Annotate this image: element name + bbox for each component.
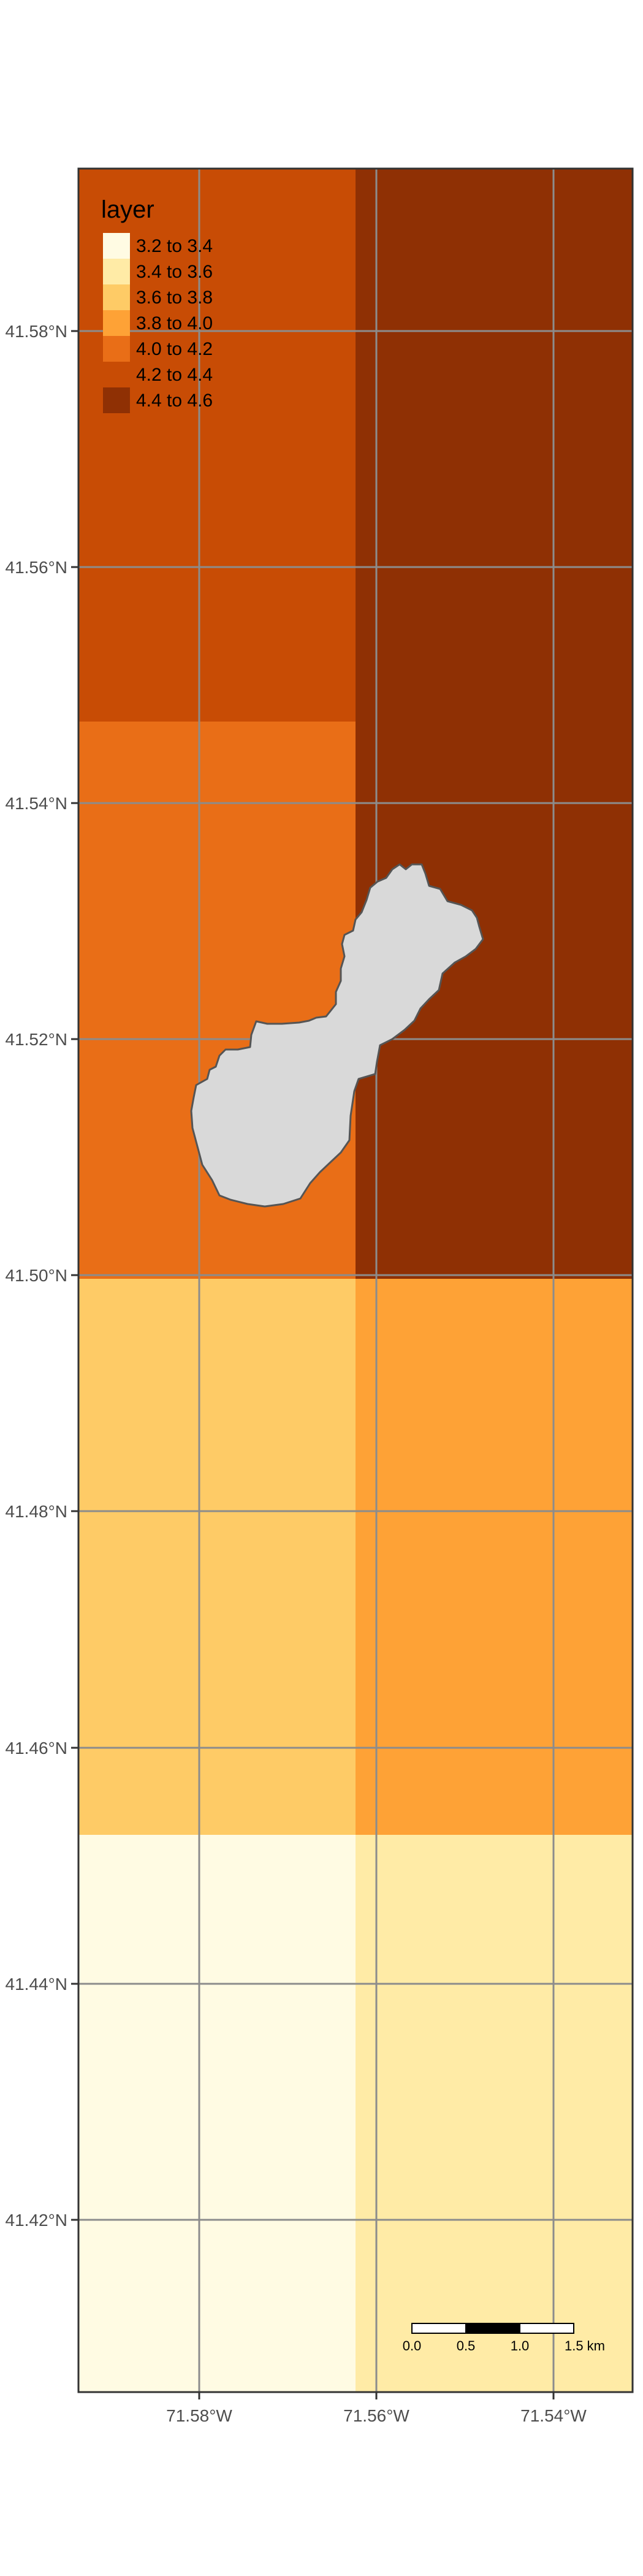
- lake-polygon: [190, 863, 484, 1208]
- scale-bar: 0.0 0.5 1.0 1.5 km: [403, 2323, 605, 2353]
- lat-label: 41.56°N: [6, 558, 68, 577]
- legend-title: layer: [101, 196, 154, 223]
- raster-cell-row4-east: [356, 1835, 633, 2392]
- raster-cell-row1-east: [356, 169, 633, 722]
- legend-swatch: [103, 310, 130, 336]
- legend-label: 3.8 to 4.0: [136, 313, 213, 333]
- lon-label: 71.58°W: [166, 2406, 232, 2425]
- scale-bar-label: 1.0: [511, 2338, 530, 2353]
- scale-bar-segment: [411, 2323, 466, 2334]
- lat-label: 41.54°N: [6, 794, 68, 813]
- lon-axis: 71.58°W 71.56°W 71.54°W: [166, 2392, 587, 2425]
- scale-bar-label: 0.5: [457, 2338, 476, 2353]
- raster-cell-row4-west: [78, 1835, 356, 2392]
- lat-label: 41.44°N: [6, 1975, 68, 1994]
- legend-label: 3.4 to 3.6: [136, 262, 213, 282]
- scale-bar-segment: [519, 2323, 574, 2334]
- scale-bar-label: 0.0: [403, 2338, 422, 2353]
- legend-label: 3.2 to 3.4: [136, 236, 213, 256]
- legend-swatch: [103, 362, 130, 387]
- legend-label: 4.0 to 4.2: [136, 339, 213, 359]
- raster-cell-row3-west: [78, 1279, 356, 1835]
- legend-swatch: [103, 387, 130, 413]
- lat-label: 41.48°N: [6, 1502, 68, 1521]
- legend-label: 4.2 to 4.4: [136, 365, 213, 385]
- map-panel-border: [77, 167, 634, 2393]
- raster-layer: [78, 169, 633, 2392]
- legend-label: 3.6 to 3.8: [136, 288, 213, 308]
- lat-label: 41.50°N: [6, 1266, 68, 1285]
- lat-label: 41.52°N: [6, 1030, 68, 1049]
- legend-swatch: [103, 259, 130, 284]
- lat-label: 41.58°N: [6, 322, 68, 341]
- lat-label: 41.42°N: [6, 2211, 68, 2230]
- legend-swatch: [103, 233, 130, 259]
- lon-label: 71.54°W: [520, 2406, 587, 2425]
- lon-label: 71.56°W: [343, 2406, 409, 2425]
- scale-bar-segment: [465, 2323, 520, 2334]
- raster-cell-row3-east: [356, 1279, 633, 1835]
- raster-cell-row2-west: [78, 722, 356, 1279]
- graticule: [78, 169, 633, 2392]
- legend-swatch: [103, 284, 130, 310]
- legend-swatch: [103, 336, 130, 362]
- scale-bar-label: 1.5 km: [565, 2338, 605, 2353]
- legend: layer 3.2 to 3.4 3.4 to 3.6 3.6 to 3.8 3…: [101, 196, 213, 413]
- lat-label: 41.46°N: [6, 1739, 68, 1758]
- legend-label: 4.4 to 4.6: [136, 391, 213, 411]
- lat-axis: 41.58°N 41.56°N 41.54°N 41.52°N 41.50°N …: [6, 322, 78, 2230]
